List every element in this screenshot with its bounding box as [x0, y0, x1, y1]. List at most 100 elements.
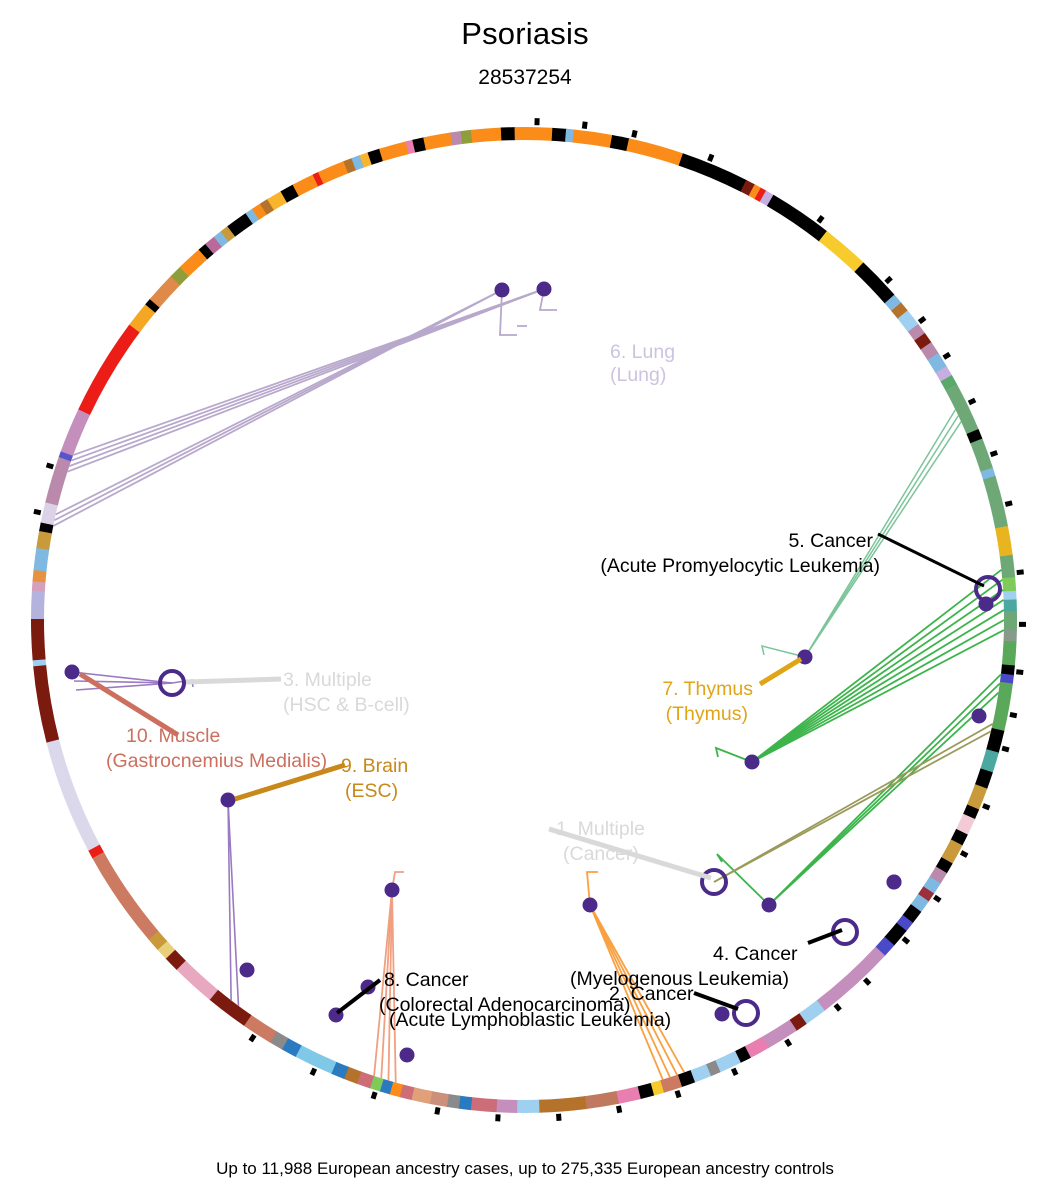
- link-line: [71, 671, 173, 684]
- link-line: [751, 589, 1004, 763]
- link-line: [713, 730, 992, 883]
- leader-line: [78, 671, 180, 738]
- ideogram-ring: [30, 127, 1017, 1113]
- locus-dot[interactable]: [744, 754, 760, 770]
- link-lines: [52, 288, 1005, 1083]
- ring-segment: [149, 275, 181, 308]
- ring-segment: [883, 922, 907, 947]
- ring-segment: [388, 1081, 404, 1098]
- ring-segment: [895, 914, 914, 932]
- page-title: Psoriasis: [461, 16, 589, 51]
- leader-line: [877, 532, 985, 588]
- ring-segment: [208, 989, 252, 1026]
- annotation-sublabel-4[interactable]: (Myelogenous Leukemia): [570, 968, 789, 990]
- link-line: [768, 682, 1001, 906]
- tick-mark: [862, 977, 872, 986]
- ring-segment: [884, 294, 902, 312]
- annotation-sublabel-7[interactable]: (Thymus): [666, 703, 748, 725]
- ring-segment: [927, 352, 948, 374]
- ring-segment: [970, 438, 994, 473]
- ring-segment: [818, 230, 865, 273]
- link-line: [589, 904, 664, 1080]
- annotation-label-2[interactable]: 2. Cancer: [609, 983, 694, 1005]
- locus-dot[interactable]: [714, 1006, 730, 1022]
- ring-segment: [317, 160, 350, 184]
- locus-dot[interactable]: [761, 897, 777, 913]
- ring-segment: [940, 839, 963, 865]
- ring-segment: [45, 456, 72, 506]
- tick-mark: [730, 1067, 739, 1077]
- link-line: [751, 599, 1005, 763]
- annotation-sublabel-3[interactable]: (HSC & B-cell): [283, 694, 410, 716]
- tick-mark: [707, 153, 715, 162]
- locus-dot[interactable]: [239, 962, 255, 978]
- leader-line: [758, 656, 803, 687]
- annotation-label-9[interactable]: 9. Brain: [341, 755, 408, 777]
- ring-segment: [991, 681, 1013, 732]
- locus-dot[interactable]: [494, 282, 510, 298]
- locus-circle[interactable]: [974, 575, 1002, 603]
- leader-line: [807, 928, 843, 945]
- locus-dot[interactable]: [384, 882, 400, 898]
- locus-circle[interactable]: [700, 868, 728, 896]
- locus-dot[interactable]: [64, 664, 80, 680]
- annotation-label-6[interactable]: 6. Lung: [610, 341, 675, 363]
- annotation-label-10[interactable]: 10. Muscle: [126, 725, 220, 747]
- locus-dot[interactable]: [536, 281, 552, 297]
- locus-dot[interactable]: [886, 874, 902, 890]
- tick-marks: [33, 118, 1027, 1122]
- ring-segment: [450, 130, 464, 146]
- link-line: [55, 289, 503, 516]
- locus-dot[interactable]: [582, 897, 598, 913]
- ring-segment: [356, 1071, 375, 1089]
- ring-segment: [267, 190, 288, 211]
- ring-segment: [1003, 611, 1017, 632]
- ring-segment: [40, 501, 59, 526]
- ring-segment: [46, 738, 100, 851]
- locus-dot[interactable]: [220, 792, 236, 808]
- ring-segment: [583, 1091, 619, 1110]
- tick-mark: [901, 936, 911, 945]
- link-line: [589, 904, 671, 1078]
- locus-circle[interactable]: [732, 999, 760, 1027]
- ring-segment: [58, 450, 74, 462]
- annotation-label-7[interactable]: 7. Thymus: [662, 678, 753, 700]
- annotation-sublabel-1[interactable]: (Cancer): [563, 843, 639, 865]
- link-line: [380, 889, 393, 1079]
- annotation-sublabel-6[interactable]: (Lung): [610, 364, 666, 386]
- pmid-subtitle: 28537254: [478, 66, 572, 89]
- annotation-sublabel-2[interactable]: (Acute Lymphoblastic Leukemia): [389, 1009, 671, 1031]
- annotation-label-5[interactable]: 5. Cancer: [788, 530, 873, 552]
- link-line: [761, 644, 806, 658]
- link-line: [387, 889, 393, 1081]
- ring-segment: [156, 940, 176, 959]
- annotation-sublabel-8[interactable]: (Colorectal Adenocarcinoma): [379, 994, 630, 1016]
- annotation-sublabel-10[interactable]: (Gastrocnemius Medialis): [106, 750, 327, 772]
- tick-mark: [959, 850, 969, 858]
- annotation-sublabel-5[interactable]: (Acute Promyelocytic Leukemia): [600, 555, 880, 577]
- link-line: [751, 569, 1002, 763]
- annotation-label-1[interactable]: 1. Multiple: [556, 818, 645, 840]
- annotation-label-4[interactable]: 4. Cancer: [713, 943, 798, 965]
- ring-segment: [980, 749, 999, 774]
- annotation-sublabel-9[interactable]: (ESC): [345, 780, 398, 802]
- ring-segment: [983, 475, 1009, 530]
- link-line: [373, 889, 393, 1077]
- ring-segment: [565, 128, 575, 143]
- ring-segment: [457, 1095, 473, 1111]
- annotation-label-8[interactable]: 8. Cancer: [384, 969, 469, 991]
- ring-segment: [974, 768, 993, 790]
- ring-segment: [854, 262, 896, 304]
- ring-segment: [678, 153, 748, 193]
- locus-dot[interactable]: [971, 708, 987, 724]
- leader-line: [693, 991, 739, 1011]
- ring-segment: [30, 618, 46, 661]
- link-line: [751, 579, 1003, 763]
- ring-segment: [39, 521, 54, 534]
- link-line: [499, 289, 527, 336]
- annotation-label-3[interactable]: 3. Multiple: [283, 669, 372, 691]
- locus-circle[interactable]: [158, 669, 186, 697]
- locus-dot[interactable]: [399, 1047, 415, 1063]
